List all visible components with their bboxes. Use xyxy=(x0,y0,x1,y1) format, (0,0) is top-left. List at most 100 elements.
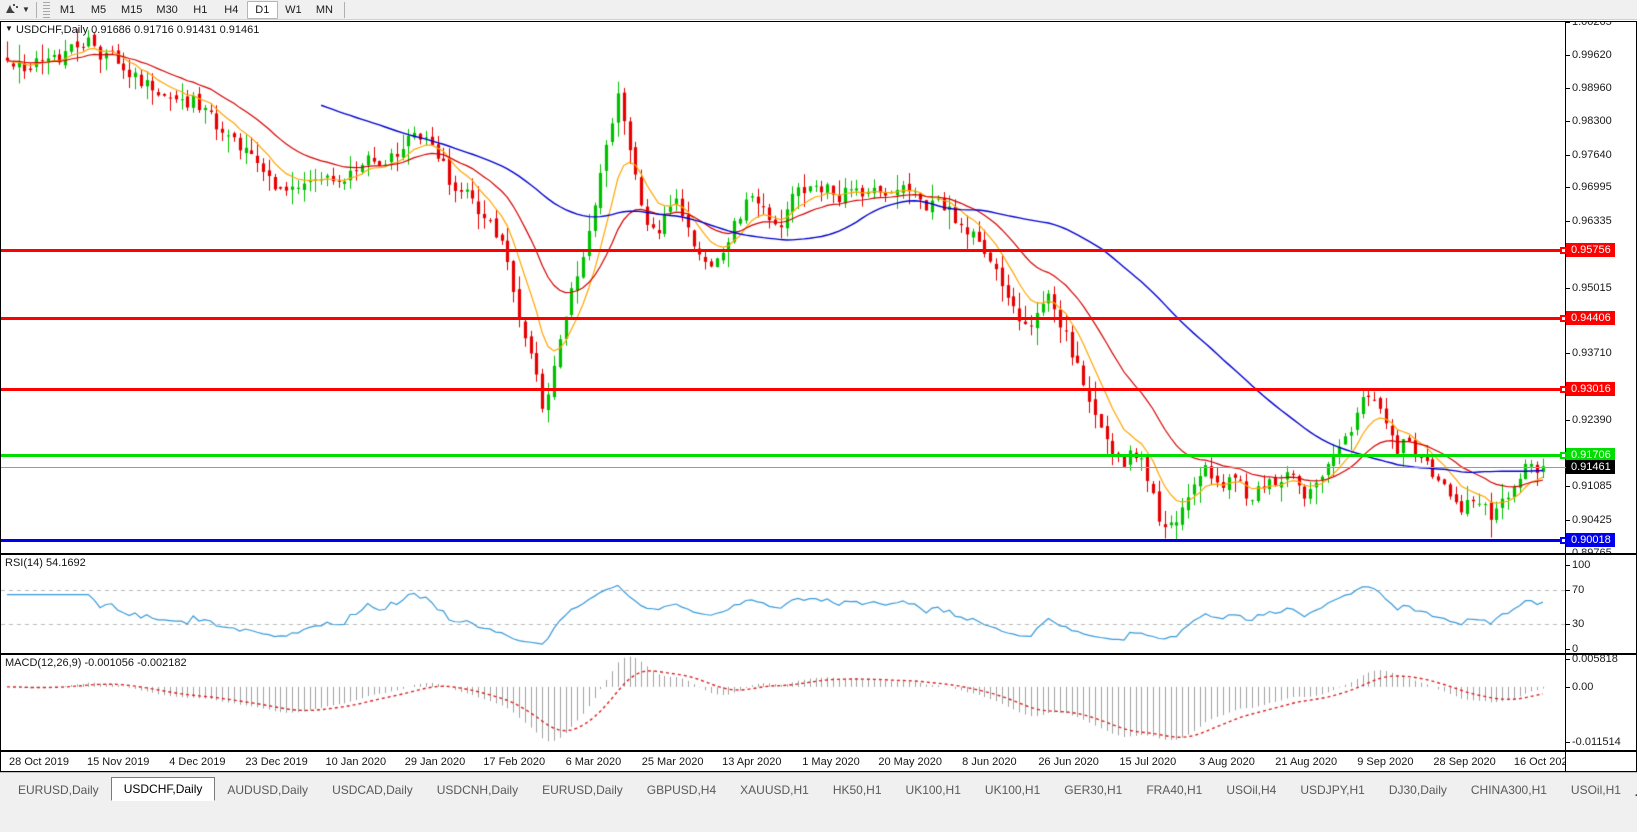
price-level-handle[interactable] xyxy=(1560,537,1566,545)
chart-window: 1.00265 0.99620 0.98960 0.98300 0.97640 0.969… xyxy=(0,21,1637,772)
price-axis-tick: 0.98300 xyxy=(1566,115,1612,127)
chart-tab-audusd-daily[interactable]: AUDUSD,Daily xyxy=(227,783,309,797)
time-axis[interactable]: 28 Oct 2019 15 Nov 2019 4 Dec 2019 23 Dec 2… xyxy=(0,751,1637,772)
time-axis-label: 20 May 2020 xyxy=(878,756,942,768)
chart-tab-ger30-h1[interactable]: GER30,H1 xyxy=(1064,783,1123,797)
timeframe-m1[interactable]: M1 xyxy=(59,3,76,16)
chart-tab-usoil-h1[interactable]: USOil,H1 xyxy=(1570,783,1621,797)
price-level-handle[interactable] xyxy=(1560,385,1566,393)
price-level-handle[interactable] xyxy=(1560,315,1566,323)
timeframe-d1[interactable]: D1 xyxy=(246,0,278,19)
chart-collapse-caret[interactable]: ▼ xyxy=(5,24,13,33)
price-level-line[interactable] xyxy=(1,451,1566,459)
time-axis-label: 21 Aug 2020 xyxy=(1275,756,1338,768)
macd-indicator-label: MACD(12,26,9) -0.001056 -0.002182 xyxy=(5,657,187,669)
price-pane[interactable]: 1.00265 0.99620 0.98960 0.98300 0.97640 0.969… xyxy=(0,21,1637,554)
time-axis-label: 28 Oct 2019 xyxy=(9,756,69,768)
price-axis-tick: 0.98960 xyxy=(1566,82,1612,94)
cursor-crosshair-icon[interactable] xyxy=(2,1,20,19)
price-level-line[interactable] xyxy=(1,247,1566,255)
chart-tab-eurusd-daily[interactable]: EURUSD,Daily xyxy=(542,783,623,797)
toolbar-grip-handle[interactable] xyxy=(43,1,50,18)
time-axis-label: 15 Nov 2019 xyxy=(86,756,150,768)
chart-tab-xauusd-h1[interactable]: XAUUSD,H1 xyxy=(740,783,809,797)
chart-tab-usdcnh-daily[interactable]: USDCNH,Daily xyxy=(436,783,519,797)
bid-price-line xyxy=(1,467,1566,469)
chart-tab-gbpusd-h4[interactable]: GBPUSD,H4 xyxy=(646,783,717,797)
price-axis-tick: 0.91085 xyxy=(1566,480,1612,492)
timeframe-w1[interactable]: W1 xyxy=(285,3,302,16)
chart-tab-dj30-daily[interactable]: DJ30,Daily xyxy=(1388,783,1447,797)
time-axis-label: 28 Sep 2020 xyxy=(1433,756,1496,768)
time-axis-label: 26 Jun 2020 xyxy=(1038,756,1099,768)
rsi-pane[interactable]: 100 70 30 0 RSI(14) 54.1692 xyxy=(0,554,1637,654)
timeframe-mn[interactable]: MN xyxy=(315,3,333,16)
time-axis-label: 29 Jan 2020 xyxy=(404,756,466,768)
price-level-tag[interactable]: 0.93016 xyxy=(1566,381,1615,396)
price-axis-tick: 0.96335 xyxy=(1566,215,1612,227)
toolbar-separator xyxy=(36,1,37,18)
price-axis[interactable]: 1.00265 0.99620 0.98960 0.98300 0.97640 0.969… xyxy=(1565,22,1636,553)
chart-tab-uk100-h1[interactable]: UK100,H1 xyxy=(905,783,961,797)
rsi-axis-tick: 30 xyxy=(1566,618,1584,630)
rsi-axis-tick: 0 xyxy=(1566,643,1578,653)
time-axis-label: 23 Dec 2019 xyxy=(245,756,308,768)
price-axis-tick: 0.99620 xyxy=(1566,49,1612,61)
time-axis-label: 3 Aug 2020 xyxy=(1199,756,1255,768)
time-axis-label: 15 Jul 2020 xyxy=(1119,756,1177,768)
chart-tab-hk50-h1[interactable]: HK50,H1 xyxy=(832,783,882,797)
chart-tab-usoil-h4[interactable]: USOil,H4 xyxy=(1226,783,1277,797)
timeframe-m30[interactable]: M30 xyxy=(156,3,178,16)
tab-scroll-controls: ◄► xyxy=(1633,790,1637,801)
macd-axis-tick: 0.00 xyxy=(1566,681,1593,693)
chart-tabs: EURUSD,Daily USDCHF,Daily AUDUSD,Daily USDC… xyxy=(0,777,1637,801)
time-axis-label: 25 Mar 2020 xyxy=(641,756,704,768)
chart-tab-usdjpy-h1[interactable]: USDJPY,H1 xyxy=(1300,783,1365,797)
price-level-tag[interactable]: 0.90018 xyxy=(1566,533,1615,548)
price-level-line[interactable] xyxy=(1,385,1566,393)
price-axis-tick: 0.89765 xyxy=(1566,547,1612,553)
price-level-line[interactable] xyxy=(1,315,1566,323)
price-level-tag[interactable]: 0.91706 xyxy=(1566,447,1615,462)
price-level-tag[interactable]: 0.94406 xyxy=(1566,311,1615,326)
timeframe-h4[interactable]: H4 xyxy=(224,3,239,16)
macd-pane[interactable]: 0.005818 0.00 -0.011514 MACD(12,26,9) -0.0… xyxy=(0,654,1637,751)
price-level-line[interactable] xyxy=(1,537,1566,545)
chart-tab-bar: EURUSD,Daily USDCHF,Daily AUDUSD,Daily USDC… xyxy=(0,772,1637,832)
price-level-handle[interactable] xyxy=(1560,451,1566,459)
price-axis-tick: 0.97640 xyxy=(1566,149,1612,161)
time-axis-label: 16 Oct 2020 xyxy=(1513,756,1574,768)
price-level-handle[interactable] xyxy=(1560,247,1566,255)
time-axis-label: 9 Sep 2020 xyxy=(1357,756,1414,768)
timeframe-m15[interactable]: M15 xyxy=(121,3,143,16)
time-axis-label: 13 Apr 2020 xyxy=(722,756,782,768)
price-plot-area[interactable] xyxy=(1,22,1566,553)
price-axis-tick: 0.92390 xyxy=(1566,414,1612,426)
tab-scroll-left-icon[interactable]: ◄ xyxy=(1633,790,1637,801)
toolbar-separator-2 xyxy=(343,1,345,18)
top-toolbar: ▼ M1 M5 M15 M30 H1 H4 D1 W1 MN xyxy=(0,0,1637,20)
chart-tab-eurusd-daily[interactable]: EURUSD,Daily xyxy=(18,783,99,797)
rsi-axis-tick: 70 xyxy=(1566,584,1584,596)
time-axis-label: 1 May 2020 xyxy=(802,756,860,768)
timeframe-m5[interactable]: M5 xyxy=(90,3,107,16)
macd-plot-area[interactable] xyxy=(1,655,1566,750)
chart-tab-usdchf-daily[interactable]: USDCHF,Daily xyxy=(110,777,216,801)
price-level-tag[interactable]: 0.95756 xyxy=(1566,243,1615,258)
rsi-axis-tick: 100 xyxy=(1566,559,1590,571)
price-axis-tick: 0.95015 xyxy=(1566,282,1612,294)
time-axis-label: 10 Jan 2020 xyxy=(325,756,387,768)
macd-axis-tick: -0.011514 xyxy=(1566,736,1621,748)
price-axis-tick: 1.00265 xyxy=(1566,22,1612,28)
toolbar-dropdown-caret[interactable]: ▼ xyxy=(22,5,30,14)
time-axis-label: 4 Dec 2019 xyxy=(169,756,226,768)
rsi-axis: 100 70 30 0 xyxy=(1565,555,1636,653)
candlestick-canvas xyxy=(1,22,1566,553)
rsi-plot-area[interactable] xyxy=(1,555,1566,653)
time-axis-label: 8 Jun 2020 xyxy=(962,756,1017,768)
chart-tab-uk100-h1[interactable]: UK100,H1 xyxy=(984,783,1041,797)
timeframe-h1[interactable]: H1 xyxy=(193,3,208,16)
chart-tab-fra40-h1[interactable]: FRA40,H1 xyxy=(1146,783,1203,797)
chart-tab-china300-h1[interactable]: CHINA300,H1 xyxy=(1470,783,1547,797)
chart-tab-usdcad-daily[interactable]: USDCAD,Daily xyxy=(332,783,413,797)
